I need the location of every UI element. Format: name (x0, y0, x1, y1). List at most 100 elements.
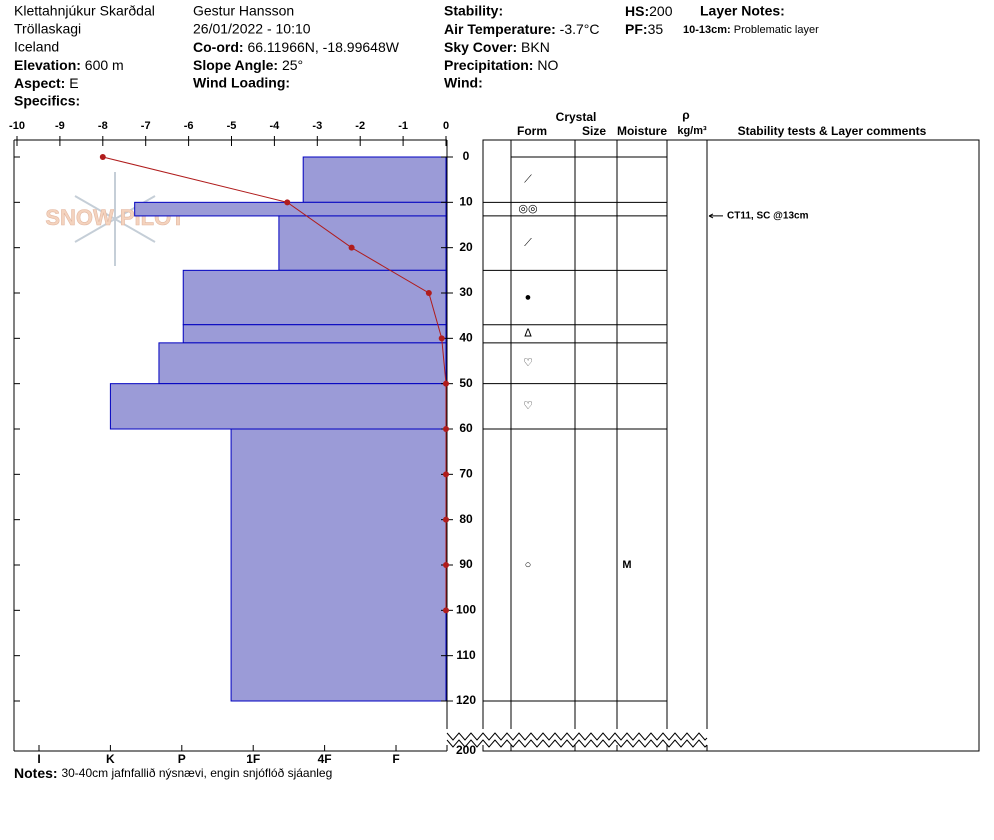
country: Iceland (14, 39, 59, 55)
test-result: CT11, SC @13cm (727, 211, 809, 222)
value: 200 (649, 3, 673, 19)
depth-tick-label: 110 (456, 648, 476, 662)
depth-tick-label: 80 (459, 512, 473, 526)
depth-tick-label: 50 (459, 376, 473, 390)
label: Aspect: (14, 75, 65, 91)
temp-tick-label: -2 (355, 120, 365, 132)
column-header: Moisture (617, 124, 667, 138)
value: 30-40cm jafnfallið nýsnævi, engin snjófl… (61, 766, 332, 780)
depth-tick-label: 30 (459, 285, 473, 299)
label: PF: (625, 21, 648, 37)
observer: Gestur Hansson (193, 3, 294, 19)
temp-tick-label: -4 (270, 120, 281, 132)
label: 10-13cm: (683, 24, 731, 36)
label: Notes: (14, 765, 58, 781)
value: 66.11966N, -18.99648W (247, 39, 399, 55)
layer-note: 10-13cm: Problematic layer (683, 24, 819, 36)
grain-form: ᐃ (524, 328, 532, 340)
temperature-point (348, 244, 355, 251)
depth-tick-label: 40 (459, 331, 473, 345)
axis-break (446, 739, 708, 748)
column-header: Form (517, 124, 547, 138)
temp-tick-label: -6 (184, 120, 194, 132)
range: Tröllaskagi (14, 21, 81, 37)
elevation: Elevation: 600 m (14, 57, 124, 73)
grain-form: ● (525, 291, 532, 303)
hardness-tick-label: 4F (318, 752, 332, 766)
temperature-point (443, 426, 449, 432)
depth-tick-label: 20 (459, 240, 473, 254)
hardness-bar (182, 324, 447, 344)
watermark: SNOW PILOT (45, 172, 186, 266)
label: Precipitation: (444, 57, 533, 73)
hardness-tick-label: I (37, 752, 40, 766)
temperature-point (425, 290, 432, 296)
datetime: 26/01/2022 - 10:10 (193, 21, 311, 37)
notes: Notes: 30-40cm jafnfallið nýsnævi, engin… (14, 765, 332, 781)
hardness-bar (230, 428, 447, 702)
wind-loading: Wind Loading: (193, 75, 290, 91)
sky: Sky Cover: BKN (444, 39, 550, 55)
value: 600 m (85, 57, 124, 73)
hardness-tick-label: 1F (246, 752, 260, 766)
temperature-point (443, 516, 449, 523)
column-header: kg/m³ (677, 125, 707, 137)
hs: HS:200 (625, 3, 673, 19)
precip: Precipitation: NO (444, 57, 558, 73)
temp-tick-label: -10 (9, 120, 25, 132)
label: Sky Cover: (444, 39, 517, 55)
label: Slope Angle: (193, 57, 278, 73)
value: E (69, 75, 78, 91)
temp-tick-label: -1 (398, 120, 408, 132)
wind: Wind: (444, 75, 483, 91)
depth-tick-label: 10 (459, 195, 473, 209)
depth-tick-label: 60 (459, 421, 473, 435)
grain-form: ○ (525, 559, 532, 571)
layer-table (482, 139, 980, 752)
value: Problematic layer (734, 24, 819, 36)
layers (109, 156, 447, 702)
temp-tick-label: -9 (55, 120, 65, 132)
depth-tick-label: 200 (456, 743, 476, 757)
hardness-bar (158, 342, 447, 385)
grain-form: ⟋ (524, 174, 532, 186)
column-header: Crystal (556, 110, 597, 124)
hardness-bar (302, 156, 447, 203)
temperature-point (443, 562, 449, 568)
temperature-point (99, 154, 106, 160)
temp-tick-label: -7 (141, 120, 151, 132)
temp-tick-label: -5 (227, 120, 237, 132)
grain-form: ◎◎ (518, 203, 537, 215)
depth-tick-label: 70 (459, 467, 473, 481)
label: Air Temperature: (444, 21, 556, 37)
value: 35 (648, 21, 664, 37)
value: -3.7°C (560, 21, 600, 37)
coord: Co-ord: 66.11966N, -18.99648W (193, 39, 400, 55)
grain-form: ♡ (523, 357, 533, 369)
label: Elevation: (14, 57, 81, 73)
temperature-point (443, 380, 449, 387)
column-header: Stability tests & Layer comments (738, 124, 927, 138)
temperature-point (438, 335, 445, 342)
axis-break (446, 732, 708, 741)
slope: Slope Angle: 25° (193, 57, 303, 73)
column-header: Size (582, 124, 606, 138)
hardness-bar (278, 215, 447, 271)
hardness-tick-label: K (106, 752, 115, 766)
grain-form: ⟋ (524, 237, 532, 249)
depth-tick-label: 120 (456, 693, 476, 707)
depth-tick-label: 90 (459, 557, 473, 571)
depth-tick-label: 0 (463, 149, 470, 163)
test-arrow (708, 213, 723, 219)
value: BKN (521, 39, 550, 55)
site: Klettahnjúkur Skarðdal (14, 3, 155, 19)
depth-tick-label: 100 (456, 603, 476, 617)
hardness-tick-label: P (178, 752, 186, 766)
value: 25° (282, 57, 303, 73)
label: HS: (625, 3, 649, 19)
moisture: M (622, 559, 631, 571)
temp-tick-label: -3 (312, 120, 322, 132)
pf: PF:35 (625, 21, 663, 37)
hardness-tick-label: F (392, 752, 399, 766)
